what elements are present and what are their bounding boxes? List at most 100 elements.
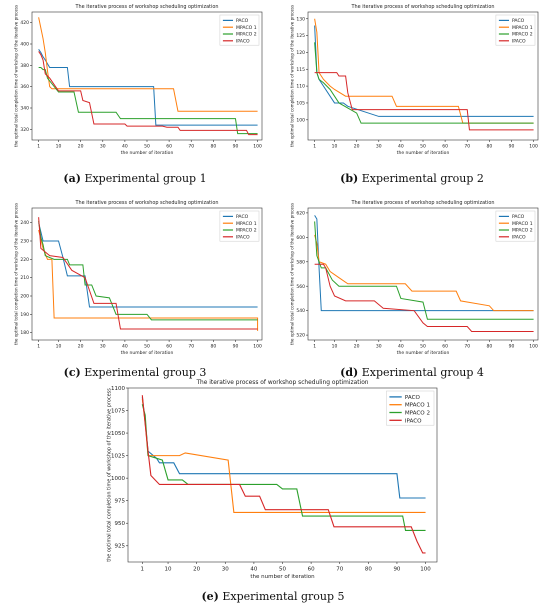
caption-e: (e) Experimental group 5 — [201, 590, 345, 603]
y-tick-label: 105 — [296, 101, 305, 107]
y-tick-label: 380 — [20, 63, 29, 69]
x-axis-label: the number of iteration — [250, 574, 315, 580]
x-tick-label: 1 — [37, 344, 40, 350]
series-line-mpaco-2 — [38, 220, 258, 321]
x-tick-label: 40 — [250, 567, 257, 573]
series-line-mpaco-1 — [38, 229, 259, 331]
legend-label: MPACO 2 — [236, 32, 257, 38]
x-tick-label: 1 — [313, 144, 316, 150]
x-tick-label: 30 — [100, 144, 106, 150]
x-tick-label: 90 — [233, 344, 239, 350]
x-tick-label: 10 — [332, 344, 338, 350]
y-tick-label: 190 — [20, 312, 29, 318]
legend-label: PACO — [512, 18, 525, 24]
y-tick-label: 560 — [296, 284, 305, 290]
x-tick-label: 20 — [354, 344, 360, 350]
x-tick-label: 60 — [442, 344, 448, 350]
x-tick-label: 60 — [308, 567, 315, 573]
x-tick-label: 1 — [313, 344, 316, 350]
caption-c: (c) Experimental group 3 — [63, 366, 207, 379]
x-tick-label: 100 — [529, 344, 538, 350]
y-tick-label: 600 — [296, 235, 305, 241]
x-tick-label: 1 — [141, 567, 145, 573]
y-tick-label: 320 — [20, 127, 29, 133]
y-tick-label: 120 — [296, 50, 305, 56]
y-tick-label: 420 — [20, 20, 29, 26]
legend-label: PACO — [512, 214, 525, 220]
x-tick-label: 20 — [193, 567, 200, 573]
x-axis-label: the number of iteration — [397, 150, 450, 156]
y-tick-label: 125 — [296, 33, 305, 39]
x-tick-label: 10 — [56, 344, 62, 350]
x-tick-label: 60 — [442, 144, 448, 150]
x-tick-label: 40 — [398, 344, 404, 350]
legend-label: MPACO 1 — [512, 221, 533, 227]
y-tick-label: 1025 — [111, 454, 125, 460]
series-line-paco — [314, 215, 534, 312]
chart-group-1: The iterative process of workshop schedu… — [13, 4, 263, 156]
y-axis-label: the optimal total completion time of wor… — [289, 203, 294, 345]
y-tick-label: 340 — [20, 106, 29, 112]
chart-title: The iterative process of workshop schedu… — [351, 200, 495, 206]
y-tick-label: 220 — [20, 257, 29, 263]
legend-label: MPACO 1 — [236, 25, 257, 31]
x-tick-label: 80 — [210, 344, 216, 350]
caption-a: (a) Experimental group 1 — [63, 172, 207, 185]
y-tick-label: 975 — [115, 499, 126, 505]
x-tick-label: 10 — [332, 144, 338, 150]
series-line-ipaco — [38, 217, 258, 330]
x-tick-label: 20 — [78, 344, 84, 350]
series-line-mpaco-1 — [314, 234, 534, 312]
y-tick-label: 950 — [115, 521, 126, 527]
x-tick-label: 70 — [464, 144, 470, 150]
legend-label: MPACO 1 — [405, 403, 431, 409]
x-tick-label: 50 — [279, 567, 286, 573]
y-axis-label: the optimal total completion time of wor… — [107, 388, 113, 562]
y-tick-label: 400 — [20, 42, 29, 48]
x-tick-label: 20 — [354, 144, 360, 150]
y-tick-label: 115 — [296, 67, 305, 73]
chart-group-4: The iterative process of workshop schedu… — [289, 200, 539, 356]
x-tick-label: 80 — [486, 144, 492, 150]
legend-label: MPACO 1 — [236, 221, 257, 227]
legend-label: MPACO 2 — [405, 411, 430, 417]
chart-group-5: The iterative process of workshop schedu… — [107, 380, 438, 580]
legend-label: IPACO — [512, 234, 526, 240]
x-tick-label: 50 — [144, 144, 150, 150]
y-tick-label: 925 — [115, 544, 126, 550]
legend-label: IPACO — [512, 38, 526, 44]
x-axis-label: the number of iteration — [397, 350, 450, 356]
y-tick-label: 620 — [296, 210, 305, 216]
x-tick-label: 50 — [144, 344, 150, 350]
legend-label: IPACO — [405, 418, 422, 424]
series-line-mpaco-2 — [314, 42, 534, 124]
y-axis-label: the optimal total completion time of wor… — [13, 5, 18, 147]
x-tick-label: 60 — [166, 144, 172, 150]
x-tick-label: 10 — [56, 144, 62, 150]
x-tick-label: 10 — [165, 567, 172, 573]
chart-group-2: The iterative process of workshop schedu… — [289, 4, 539, 156]
y-tick-label: 580 — [296, 259, 305, 265]
series-line-ipaco — [141, 395, 426, 554]
x-tick-label: 90 — [509, 344, 515, 350]
chart-title: The iterative process of workshop schedu… — [195, 380, 368, 386]
y-tick-label: 210 — [20, 275, 29, 281]
legend-label: IPACO — [236, 234, 250, 240]
x-tick-label: 30 — [376, 344, 382, 350]
x-tick-label: 100 — [253, 344, 262, 350]
x-axis-label: the number of iteration — [121, 150, 174, 156]
chart-title: The iterative process of workshop schedu… — [351, 4, 495, 10]
x-tick-label: 80 — [486, 344, 492, 350]
x-tick-label: 90 — [393, 567, 400, 573]
series-line-ipaco — [314, 263, 534, 332]
x-tick-label: 80 — [365, 567, 372, 573]
x-tick-label: 50 — [420, 344, 426, 350]
series-line-paco — [38, 222, 258, 308]
y-tick-label: 110 — [296, 84, 305, 90]
series-line-mpaco-2 — [38, 66, 258, 135]
x-tick-label: 20 — [78, 144, 84, 150]
x-tick-label: 1 — [37, 144, 40, 150]
y-tick-label: 1100 — [111, 386, 125, 392]
x-tick-label: 100 — [253, 144, 262, 150]
series-line-ipaco — [314, 72, 534, 131]
